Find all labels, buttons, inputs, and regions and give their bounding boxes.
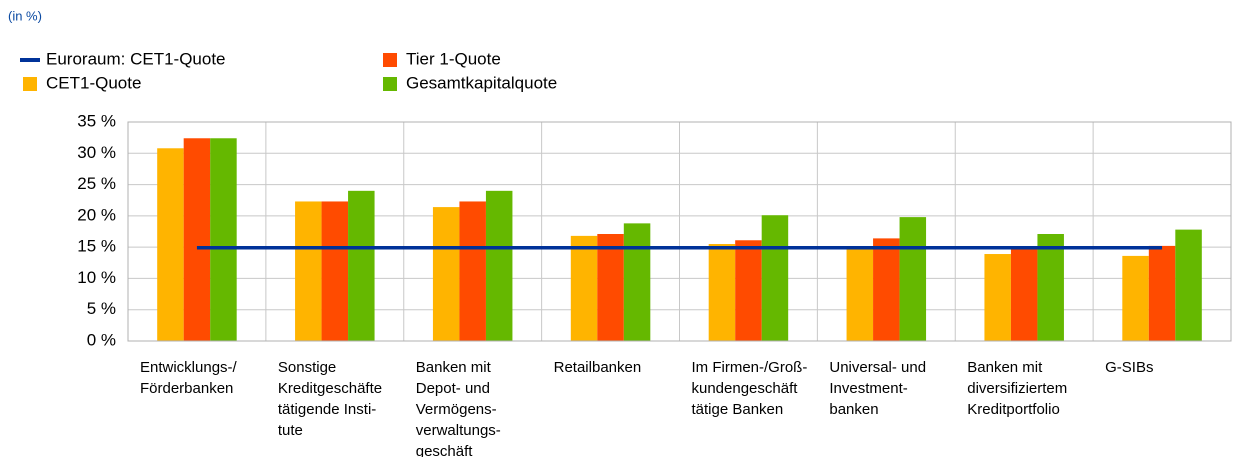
bar [348,190,375,341]
y-tick-label: 15 % [77,237,116,256]
y-tick-label: 10 % [77,268,116,287]
bar [485,190,513,341]
plot-frame [127,121,1232,342]
bar [295,201,322,341]
legend-label: Gesamtkapitalquote [406,73,557,92]
y-tick-label: 25 % [77,174,116,193]
y-tick-label: 30 % [77,143,116,162]
bar [1175,229,1202,341]
x-tick-label: Sonstige Kreditgeschäfte tätigende Insti-t… [278,359,382,439]
bar [846,248,874,341]
y-tick-label: 5 % [87,299,116,318]
y-tick-label: 35 % [77,111,116,130]
legend-label: Euroraum: CET1-Quote [46,49,226,68]
legend-label: CET1-Quote [46,73,141,92]
bar [1037,234,1064,341]
legend-swatch [383,77,397,91]
bar [157,148,184,341]
bar [899,217,927,341]
x-tick-label: Im Firmen-/Groß-kundengeschäft tätige Ban… [692,359,808,418]
bar [210,138,237,341]
legend-swatch [23,77,37,91]
bar [597,234,624,341]
bar [570,235,598,341]
x-tick-label: Retailbanken [554,359,642,376]
x-tick-label: Entwicklungs-/Förderbanken [140,359,238,397]
y-tick-label: 20 % [77,205,116,224]
x-tick-label: Banken mit Depot- und Vermögens-verwaltung… [416,359,501,457]
x-tick-label: G-SIBs [1105,359,1153,376]
bar [761,215,789,341]
legend-swatch [383,53,397,67]
bar [432,207,460,341]
y-tick-label: 0 % [87,330,116,349]
bar [459,201,486,341]
chart-subtitle: (in %) [8,8,42,23]
legend-label: Tier 1-Quote [406,49,501,68]
bar [1122,255,1149,341]
legend-swatch [20,58,40,62]
bar [1148,245,1176,341]
bar [708,244,736,341]
bar [1010,249,1038,341]
x-tick-label: Universal- und Investment-banken [829,359,926,418]
x-tick-label: Banken mit diversifiziertem Kreditportfoli… [967,359,1067,418]
bar [183,138,211,341]
bar [984,254,1011,341]
bar [873,238,900,341]
bar [735,240,762,341]
bar [321,201,349,341]
bar [623,223,651,341]
